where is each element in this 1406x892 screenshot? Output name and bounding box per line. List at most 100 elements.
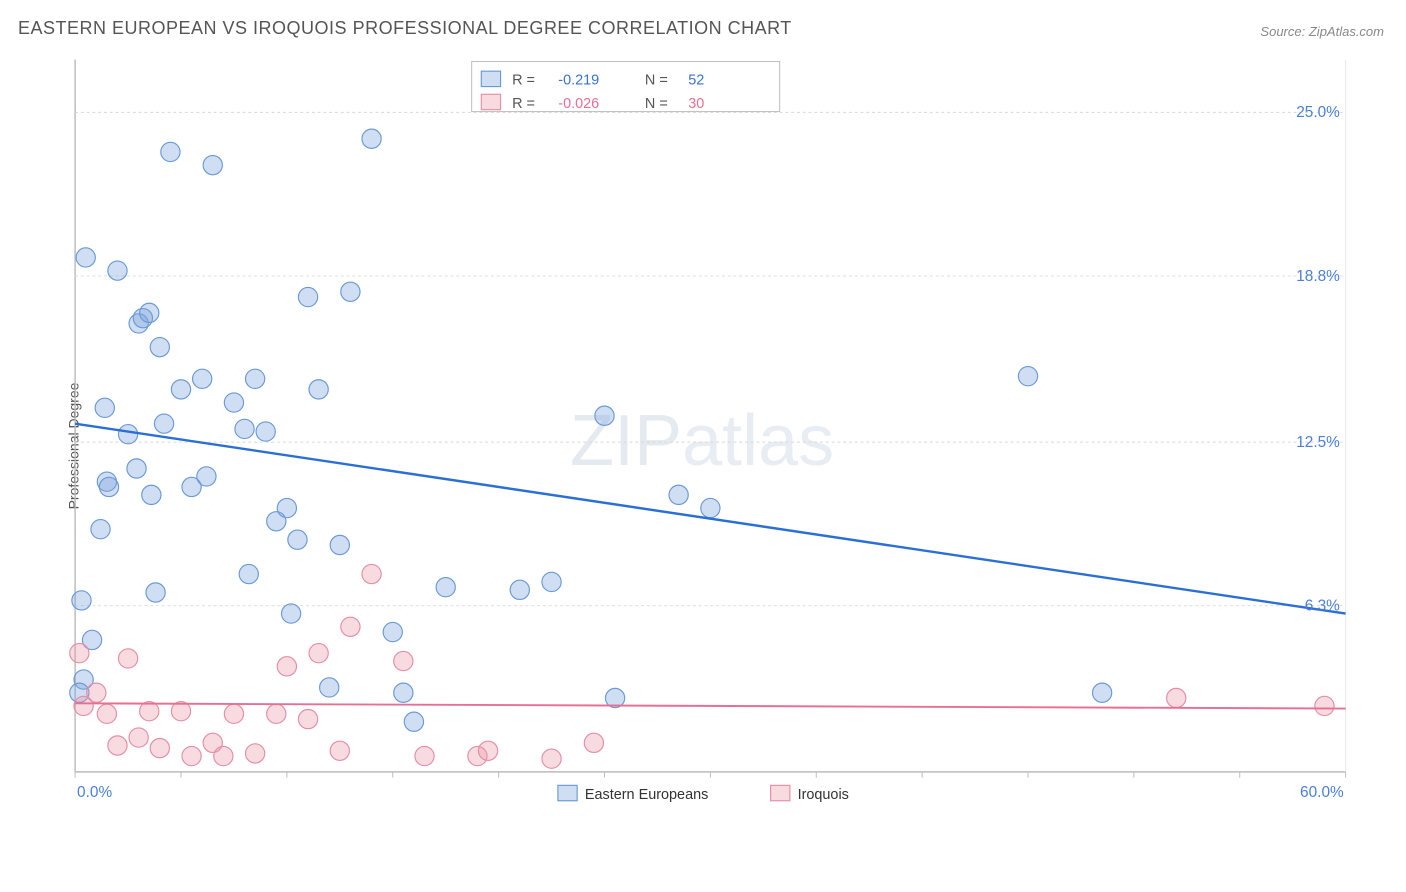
- data-point: [584, 733, 603, 752]
- data-point: [415, 746, 434, 765]
- data-point: [245, 369, 264, 388]
- data-point: [542, 572, 561, 591]
- trend-line: [75, 424, 1346, 614]
- legend-series-label: Iroquois: [798, 787, 849, 803]
- x-tick-label: 60.0%: [1300, 784, 1344, 801]
- data-point: [154, 414, 173, 433]
- data-point: [91, 520, 110, 539]
- data-point: [95, 398, 114, 417]
- data-point: [129, 728, 148, 747]
- legend-series-label: Eastern Europeans: [585, 787, 708, 803]
- legend-r-label: R =: [512, 73, 535, 89]
- data-point: [404, 712, 423, 731]
- legend-swatch: [771, 785, 790, 800]
- legend-stats-box: R = -0.219 N = 52 R = -0.026 N = 30: [472, 62, 780, 112]
- legend-bottom: Eastern Europeans Iroquois: [558, 785, 849, 802]
- data-point: [436, 578, 455, 597]
- data-point: [182, 746, 201, 765]
- data-point: [118, 649, 137, 668]
- data-point: [341, 282, 360, 301]
- data-point: [118, 425, 137, 444]
- legend-swatch: [481, 94, 500, 109]
- data-point: [239, 564, 258, 583]
- data-point: [330, 535, 349, 554]
- data-point: [383, 622, 402, 641]
- correlation-scatter-chart: R = -0.219 N = 52 R = -0.026 N = 30 25.0% 18.8% 1…: [50, 50, 1390, 820]
- x-tick-label: 0.0%: [77, 784, 112, 801]
- y-tick-label: 25.0%: [1296, 104, 1340, 121]
- chart-gridlines: [75, 112, 1346, 777]
- legend-r-value: -0.219: [558, 73, 599, 89]
- data-point: [267, 704, 286, 723]
- data-point: [256, 422, 275, 441]
- y-tick-label: 12.5%: [1296, 434, 1340, 451]
- data-point: [1018, 367, 1037, 386]
- data-point: [146, 583, 165, 602]
- data-point: [224, 393, 243, 412]
- data-point: [140, 303, 159, 322]
- data-point: [394, 651, 413, 670]
- data-point: [288, 530, 307, 549]
- data-point: [510, 580, 529, 599]
- chart-axes: [75, 60, 1346, 772]
- data-point: [76, 248, 95, 267]
- data-point: [330, 741, 349, 760]
- data-point: [1167, 688, 1186, 707]
- chart-points: [70, 129, 1334, 768]
- data-point: [97, 704, 116, 723]
- legend-n-label: N =: [645, 96, 668, 112]
- data-point: [298, 709, 317, 728]
- data-point: [245, 744, 264, 763]
- data-point: [150, 338, 169, 357]
- data-point: [362, 129, 381, 148]
- data-point: [214, 746, 233, 765]
- data-point: [203, 156, 222, 175]
- data-point: [362, 564, 381, 583]
- data-point: [193, 369, 212, 388]
- data-point: [309, 644, 328, 663]
- data-point: [595, 406, 614, 425]
- data-point: [70, 644, 89, 663]
- source-citation: Source: ZipAtlas.com: [1260, 24, 1384, 39]
- trend-line: [75, 703, 1346, 708]
- legend-swatch: [481, 71, 500, 86]
- data-point: [87, 683, 106, 702]
- source-label: Source:: [1260, 24, 1305, 39]
- data-point: [1315, 696, 1334, 715]
- y-tick-labels: 25.0% 18.8% 12.5% 6.3%: [1296, 104, 1340, 614]
- data-point: [1092, 683, 1111, 702]
- data-point: [298, 287, 317, 306]
- source-value: ZipAtlas.com: [1309, 24, 1384, 39]
- data-point: [320, 678, 339, 697]
- legend-swatch: [558, 785, 577, 800]
- data-point: [669, 485, 688, 504]
- data-point: [341, 617, 360, 636]
- chart-title: EASTERN EUROPEAN VS IROQUOIS PROFESSIONA…: [18, 18, 792, 39]
- data-point: [478, 741, 497, 760]
- data-point: [542, 749, 561, 768]
- data-point: [142, 485, 161, 504]
- chart-trendlines: [75, 424, 1346, 709]
- data-point: [99, 477, 118, 496]
- legend-n-value: 30: [688, 96, 704, 112]
- data-point: [171, 380, 190, 399]
- data-point: [108, 736, 127, 755]
- data-point: [161, 142, 180, 161]
- data-point: [701, 498, 720, 517]
- data-point: [150, 739, 169, 758]
- data-point: [197, 467, 216, 486]
- x-tick-labels: 0.0% 60.0%: [77, 784, 1344, 801]
- y-tick-label: 18.8%: [1296, 268, 1340, 285]
- legend-n-value: 52: [688, 73, 704, 89]
- data-point: [224, 704, 243, 723]
- data-point: [127, 459, 146, 478]
- data-point: [277, 498, 296, 517]
- data-point: [309, 380, 328, 399]
- data-point: [108, 261, 127, 280]
- y-tick-label: 6.3%: [1305, 597, 1340, 614]
- legend-n-label: N =: [645, 73, 668, 89]
- data-point: [235, 419, 254, 438]
- legend-r-label: R =: [512, 96, 535, 112]
- data-point: [277, 657, 296, 676]
- legend-r-value: -0.026: [558, 96, 599, 112]
